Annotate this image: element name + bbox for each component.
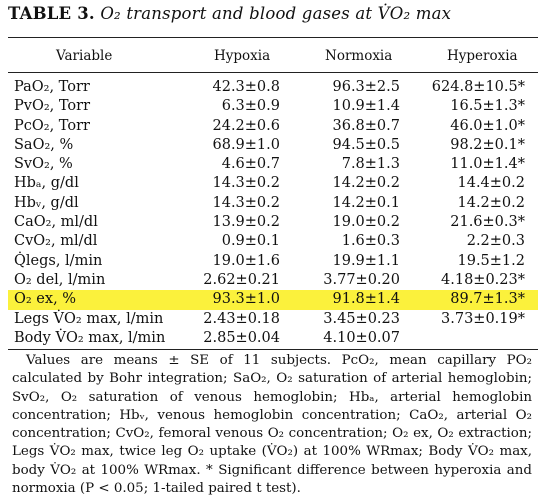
cell-hypoxia: 6.3±0.9 <box>221 98 280 115</box>
cell-hyperoxia: 98.2±0.1* <box>450 136 525 153</box>
table-caption: O₂ transport and blood gases at V̇O₂ max <box>100 4 452 23</box>
cell-hyperoxia: 46.0±1.0* <box>450 117 525 134</box>
cell-hypoxia: 68.9±1.0 <box>212 136 281 153</box>
cell-hyperoxia: 4.18±0.23* <box>441 271 525 288</box>
cell-hypoxia: 2.43±0.18 <box>203 310 280 327</box>
header-hypoxia: Hypoxia <box>214 48 271 64</box>
table-row: SaO₂, % 68.9±1.0 94.5±0.5 98.2±0.1* <box>0 136 542 155</box>
cell-normoxia: 4.10±0.07 <box>323 329 400 346</box>
table-row: Q̇legs, l/min 19.0±1.6 19.9±1.1 19.5±1.2 <box>0 252 542 271</box>
cell-normoxia: 14.2±0.2 <box>332 175 401 192</box>
cell-hypoxia: 13.9±0.2 <box>212 214 281 231</box>
cell-variable: CaO₂, ml/dl <box>14 214 98 231</box>
top-rule <box>8 37 538 38</box>
table-row: CaO₂, ml/dl 13.9±0.2 19.0±0.2 21.6±0.3* <box>0 213 542 232</box>
table-row: O₂ del, l/min 2.62±0.21 3.77±0.20 4.18±0.23… <box>0 271 542 290</box>
cell-variable: Legs V̇O₂ max, l/min <box>14 310 164 327</box>
cell-hypoxia: 42.3±0.8 <box>212 79 281 95</box>
cell-hyperoxia: 14.4±0.2 <box>457 175 526 192</box>
table-row: PvO₂, Torr 6.3±0.9 10.9±1.4 16.5±1.3* <box>0 97 542 116</box>
cell-hyperoxia: 14.2±0.2 <box>457 194 526 211</box>
cell-variable: PcO₂, Torr <box>14 117 90 134</box>
cell-hypoxia: 14.3±0.2 <box>212 175 281 192</box>
cell-variable: O₂ ex, % <box>14 291 77 308</box>
cell-normoxia: 3.45±0.23 <box>323 310 400 327</box>
cell-normoxia: 10.9±1.4 <box>332 98 401 115</box>
cell-normoxia: 36.8±0.7 <box>332 117 401 134</box>
cell-normoxia: 7.8±1.3 <box>341 156 400 173</box>
cell-hypoxia: 14.3±0.2 <box>212 194 281 211</box>
table-row: PcO₂, Torr 24.2±0.6 36.8±0.7 46.0±1.0* <box>0 117 542 136</box>
table-row: Body V̇O₂ max, l/min 2.85±0.04 4.10±0.07 <box>0 329 542 348</box>
cell-variable: PaO₂, Torr <box>14 79 90 95</box>
cell-hyperoxia: 21.6±0.3* <box>450 214 525 231</box>
cell-hypoxia: 0.9±0.1 <box>221 233 280 250</box>
cell-normoxia: 14.2±0.1 <box>332 194 401 211</box>
table-footnote: Values are means ± SE of 11 subjects. Pc… <box>12 353 532 497</box>
cell-hypoxia: 19.0±1.6 <box>212 252 281 269</box>
cell-hyperoxia: 2.2±0.3 <box>466 233 525 250</box>
table-body: PaO₂, Torr 42.3±0.8 96.3±2.5 624.8±10.5* PvO… <box>0 78 542 348</box>
cell-variable: Hbᵥ, g/dl <box>14 194 79 211</box>
table-row: CvO₂, ml/dl 0.9±0.1 1.6±0.3 2.2±0.3 <box>0 232 542 251</box>
table-row: Hbₐ, g/dl 14.3±0.2 14.2±0.2 14.4±0.2 <box>0 174 542 193</box>
table-row: Hbᵥ, g/dl 14.3±0.2 14.2±0.1 14.2±0.2 <box>0 194 542 213</box>
cell-variable: PvO₂, Torr <box>14 98 91 115</box>
cell-normoxia: 1.6±0.3 <box>341 233 400 250</box>
header-hyperoxia: Hyperoxia <box>447 48 518 64</box>
table-row: Legs V̇O₂ max, l/min 2.43±0.18 3.45±0.23 3.… <box>0 310 542 329</box>
cell-variable: CvO₂, ml/dl <box>14 233 98 250</box>
cell-hypoxia: 2.85±0.04 <box>203 329 280 346</box>
cell-hyperoxia: 16.5±1.3* <box>450 98 525 115</box>
cell-normoxia: 94.5±0.5 <box>332 136 401 153</box>
cell-variable: Hbₐ, g/dl <box>14 175 79 192</box>
cell-variable: SaO₂, % <box>14 136 74 153</box>
table-title: TABLE 3. O₂ transport and blood gases at… <box>8 4 538 23</box>
cell-hypoxia: 2.62±0.21 <box>203 271 280 288</box>
cell-variable: Q̇legs, l/min <box>14 252 103 269</box>
cell-normoxia: 91.8±1.4 <box>332 291 401 308</box>
table-row: PaO₂, Torr 42.3±0.8 96.3±2.5 624.8±10.5* <box>0 78 542 97</box>
cell-normoxia: 19.9±1.1 <box>332 252 401 269</box>
header-rule <box>8 72 538 73</box>
cell-hyperoxia: 19.5±1.2 <box>457 252 526 269</box>
cell-normoxia: 3.77±0.20 <box>323 271 400 288</box>
cell-normoxia: 96.3±2.5 <box>332 79 401 95</box>
cell-hyperoxia: 3.73±0.19* <box>441 310 525 327</box>
table-row: SvO₂, % 4.6±0.7 7.8±1.3 11.0±1.4* <box>0 155 542 174</box>
bottom-rule <box>8 349 538 350</box>
cell-hypoxia: 4.6±0.7 <box>221 156 280 173</box>
cell-hypoxia: 24.2±0.6 <box>212 117 281 134</box>
cell-hyperoxia: 89.7±1.3* <box>450 291 525 308</box>
cell-hyperoxia: 624.8±10.5* <box>431 79 525 95</box>
cell-hypoxia: 93.3±1.0 <box>212 291 281 308</box>
table-label: TABLE 3. <box>8 4 95 23</box>
cell-variable: SvO₂, % <box>14 156 73 173</box>
cell-normoxia: 19.0±0.2 <box>332 214 401 231</box>
header-normoxia: Normoxia <box>325 48 393 64</box>
cell-variable: O₂ del, l/min <box>14 271 106 288</box>
cell-variable: Body V̇O₂ max, l/min <box>14 329 166 346</box>
header-variable: Variable <box>56 48 113 64</box>
cell-hyperoxia: 11.0±1.4* <box>450 156 525 173</box>
table-row: O₂ ex, % 93.3±1.0 91.8±1.4 89.7±1.3* <box>0 290 542 310</box>
